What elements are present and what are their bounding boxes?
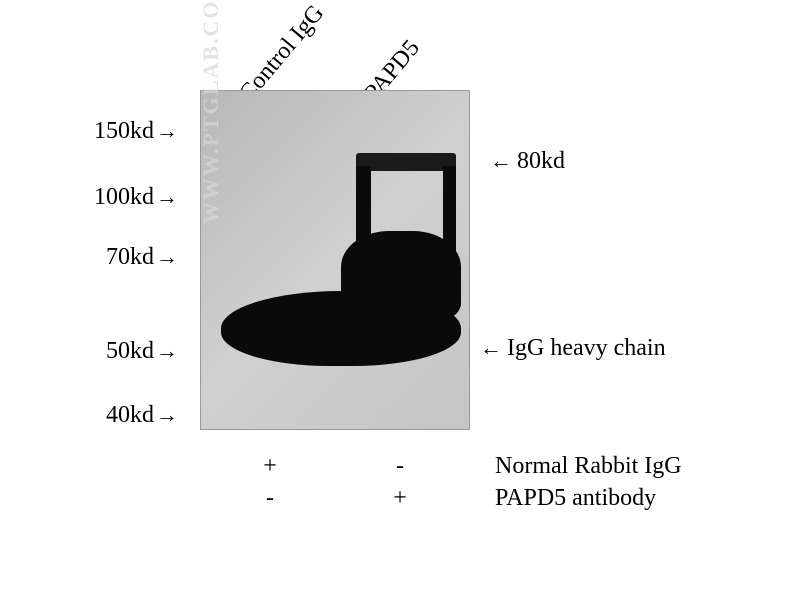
mw-marker-150: 150kd→ bbox=[88, 118, 178, 145]
band-label-heavy-chain: ←IgG heavy chain bbox=[480, 335, 666, 362]
legend-lane1-row2: - bbox=[255, 485, 285, 512]
arrow-icon: ← bbox=[480, 335, 502, 361]
mw-marker-50: 50kd→ bbox=[88, 338, 178, 365]
heavy-chain-band bbox=[221, 291, 461, 366]
legend-lane2-row1: - bbox=[385, 453, 415, 480]
band-label-text: 80kd bbox=[517, 148, 565, 174]
band-label-target: ←80kd bbox=[490, 148, 565, 175]
arrow-icon: → bbox=[156, 338, 178, 364]
arrow-icon: → bbox=[156, 184, 178, 210]
mw-marker-100: 100kd→ bbox=[88, 184, 178, 211]
mw-value: 70kd bbox=[106, 244, 154, 270]
legend-normal-rabbit: Normal Rabbit IgG bbox=[495, 453, 682, 480]
mw-value: 100kd bbox=[94, 184, 154, 210]
western-blot: WWW.PTGLAB.COM bbox=[200, 90, 470, 430]
watermark: WWW.PTGLAB.COM bbox=[198, 0, 224, 224]
legend-lane1-row1: + bbox=[255, 453, 285, 480]
arrow-icon: → bbox=[156, 118, 178, 144]
arrow-icon: ← bbox=[490, 148, 512, 174]
arrow-icon: → bbox=[156, 402, 178, 428]
legend-antibody: PAPD5 antibody bbox=[495, 485, 656, 512]
mw-marker-70: 70kd→ bbox=[88, 244, 178, 271]
arrow-icon: → bbox=[156, 244, 178, 270]
mw-value: 50kd bbox=[106, 338, 154, 364]
band-label-text: IgG heavy chain bbox=[507, 335, 666, 361]
mw-value: 150kd bbox=[94, 118, 154, 144]
mw-value: 40kd bbox=[106, 402, 154, 428]
legend-lane2-row2: + bbox=[385, 485, 415, 512]
mw-marker-40: 40kd→ bbox=[88, 402, 178, 429]
target-band bbox=[356, 153, 456, 171]
